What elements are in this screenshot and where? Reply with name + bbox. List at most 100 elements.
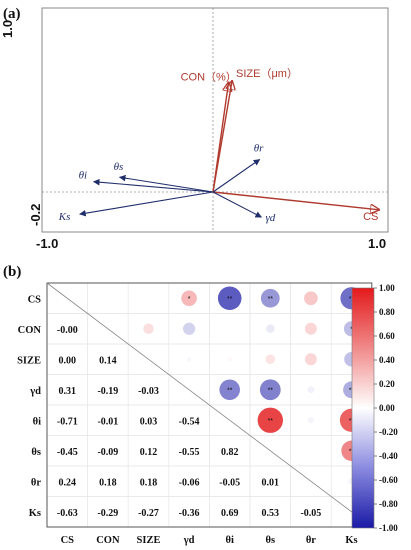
colorbar-tick-label: -0.80 xyxy=(379,499,398,509)
corr-circle xyxy=(304,353,317,366)
vector-label-0: CON（%） xyxy=(181,70,237,83)
corr-value: 0.18 xyxy=(140,477,158,488)
vector-arrow-7 xyxy=(212,191,263,218)
corr-value: -0.00 xyxy=(57,325,78,336)
colorbar-tick-label: 0.40 xyxy=(379,355,395,365)
corr-circle xyxy=(309,449,313,453)
row-header: θs xyxy=(31,447,41,458)
vector-arrow-6 xyxy=(79,191,214,217)
vector-label-6: Ks xyxy=(58,211,71,223)
corr-value: 0.53 xyxy=(262,508,280,519)
sig-mark: ** xyxy=(349,448,355,455)
corr-circle xyxy=(307,386,315,394)
row-header: CON xyxy=(18,325,42,336)
corr-value: 0.69 xyxy=(221,508,239,519)
vector-arrow-1 xyxy=(212,81,232,193)
corr-value: -0.63 xyxy=(57,508,78,519)
corr-circle xyxy=(257,407,283,433)
corr-circle xyxy=(186,356,192,362)
corr-value: -0.71 xyxy=(57,416,78,427)
vector-label-7: γd xyxy=(265,212,275,224)
corr-circle xyxy=(143,323,154,334)
corr-circle xyxy=(260,288,280,308)
corr-circle xyxy=(265,354,276,365)
col-header: CON xyxy=(96,535,120,546)
corr-value: -0.05 xyxy=(219,477,240,488)
corr-value: 0.18 xyxy=(99,477,117,488)
corr-value: -0.01 xyxy=(97,416,118,427)
sig-mark: ** xyxy=(349,296,355,303)
sig-mark: ** xyxy=(349,418,355,425)
vector-arrow-3 xyxy=(212,158,261,193)
corr-value: -0.06 xyxy=(179,477,200,488)
corr-value: -0.55 xyxy=(179,447,200,458)
vector-arrow-4 xyxy=(118,174,214,193)
corr-circle xyxy=(307,417,315,424)
panel-a-frame xyxy=(41,7,389,233)
corr-circle xyxy=(147,297,150,300)
sig-mark: ** xyxy=(268,296,274,303)
ytick-bottom: -0.2 xyxy=(28,204,43,226)
corr-circle xyxy=(304,291,318,306)
vector-label-5: θi xyxy=(79,170,87,182)
corr-circle xyxy=(304,322,317,335)
colorbar-tick-label: -0.40 xyxy=(379,451,398,461)
corr-value: 0.31 xyxy=(59,386,77,397)
corr-circle xyxy=(266,324,275,333)
col-header: SIZE xyxy=(137,535,161,546)
corr-circle xyxy=(219,379,240,401)
row-header: Ks xyxy=(29,508,41,519)
xtick-right: 1.0 xyxy=(368,236,386,251)
colorbar-gradient xyxy=(351,287,375,529)
sig-mark: ** xyxy=(268,418,274,425)
col-header: Ks xyxy=(345,535,357,546)
col-header: θr xyxy=(306,535,316,546)
sig-mark: ** xyxy=(227,296,233,303)
corr-circle xyxy=(107,297,109,300)
colorbar-tick-label: 1.00 xyxy=(379,283,395,293)
correlation-matrix: CS CS CON CON SIZE SIZE γd γd θi θi θs θs θr θr Ks Ks -0… xyxy=(17,282,373,546)
colorbar-tick-label: 0.60 xyxy=(379,331,395,341)
corr-value: -0.29 xyxy=(97,508,118,519)
corr-circle xyxy=(182,322,196,335)
corr-circle xyxy=(217,286,242,311)
corr-value: 0.24 xyxy=(59,477,77,488)
sig-mark: * xyxy=(188,296,191,303)
colorbar-tick-label: -1.00 xyxy=(379,523,398,533)
corr-value: 0.82 xyxy=(221,447,239,458)
row-header: γd xyxy=(29,386,41,397)
corr-value: 0.14 xyxy=(99,355,117,366)
corr-value: -0.27 xyxy=(138,508,159,519)
corr-value: -0.09 xyxy=(97,447,118,458)
colorbar-tick-label: -0.60 xyxy=(379,475,398,485)
corr-value: -0.19 xyxy=(97,386,118,397)
row-header: SIZE xyxy=(17,355,41,366)
vector-label-1: SIZE（μm） xyxy=(236,67,298,80)
sig-mark: ** xyxy=(227,387,233,394)
row-header: θr xyxy=(31,477,41,488)
col-header: θs xyxy=(266,535,276,546)
vector-label-3: θr xyxy=(254,142,264,154)
corr-value: -0.36 xyxy=(179,508,200,519)
panel-b-label: (b) xyxy=(3,264,21,280)
row-header: θi xyxy=(33,416,41,427)
sig-mark: ** xyxy=(349,387,355,394)
vector-arrow-2 xyxy=(212,191,379,210)
corr-value: 0.03 xyxy=(140,416,158,427)
vector-label-4: θs xyxy=(114,161,124,173)
sig-mark: ** xyxy=(268,387,274,394)
vector-label-2: CS xyxy=(363,211,378,223)
matrix-diagonal xyxy=(46,282,373,528)
colorbar-tick-label: 0.20 xyxy=(379,379,395,389)
corr-circle xyxy=(259,379,281,401)
row-header: CS xyxy=(28,294,42,305)
corr-value: -0.05 xyxy=(300,508,321,519)
corr-value: -0.54 xyxy=(179,416,200,427)
panel-a-label: (a) xyxy=(3,6,21,22)
corr-value: 0.12 xyxy=(140,447,158,458)
corr-value: 0.01 xyxy=(262,477,280,488)
ytick-top: 1.0 xyxy=(0,20,15,38)
colorbar-tick-label: 0.00 xyxy=(379,403,395,413)
